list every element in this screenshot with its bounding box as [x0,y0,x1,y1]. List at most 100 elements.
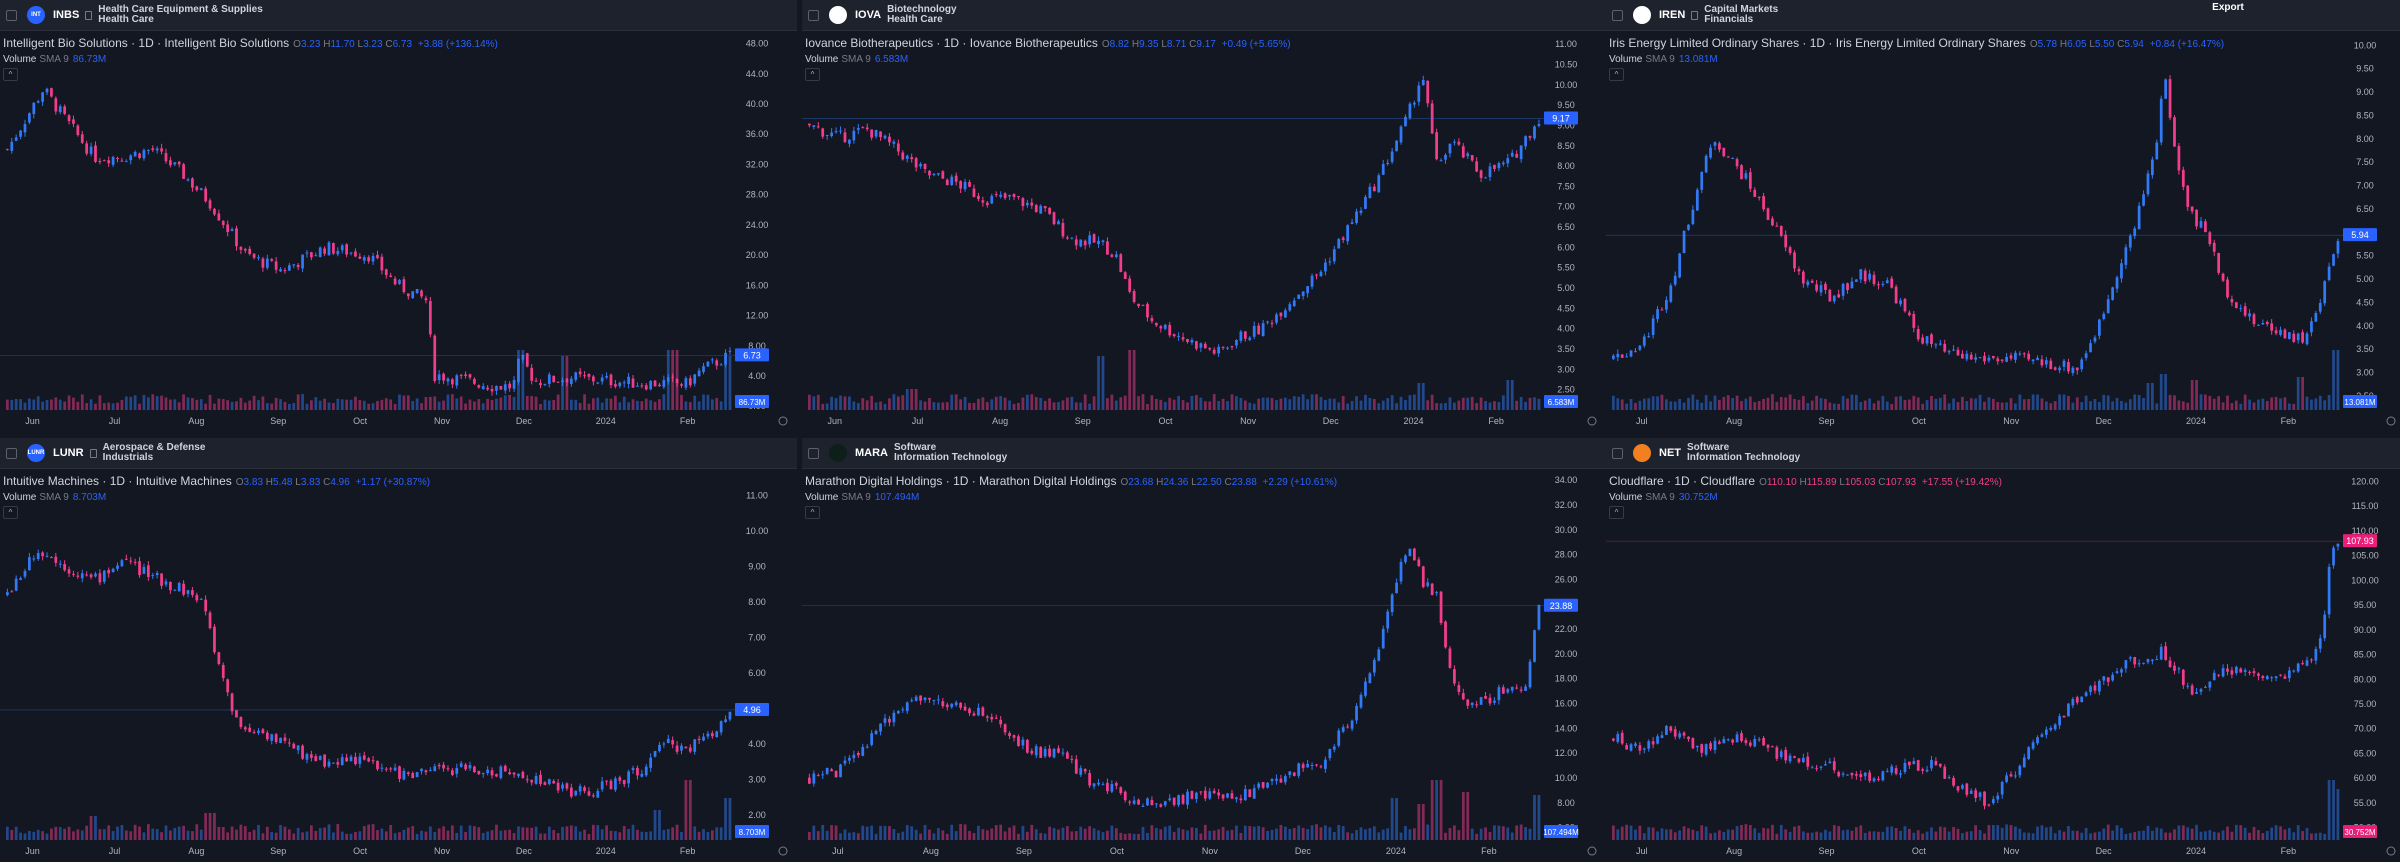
volume-bar [1533,795,1536,840]
ohlc-key: O [1101,39,1110,50]
candle-body [675,378,679,384]
chart-canvas[interactable]: 2.503.003.504.004.505.005.506.006.507.00… [1606,0,2400,432]
select-checkbox[interactable] [6,9,17,21]
axis-settings-icon[interactable] [778,846,788,856]
volume-bar [274,832,278,840]
volume-bar [164,397,168,410]
volume-bar [896,833,900,840]
candle-body [10,141,14,152]
volume-bar [129,831,133,840]
volume-bar [945,402,949,410]
candle-body [2186,185,2190,207]
volume-bar [1788,394,1792,410]
candle-body [72,573,75,575]
chart-canvas[interactable]: 50.0055.0060.0065.0070.0075.0080.0085.00… [1606,438,2400,862]
axis-settings-icon[interactable] [2386,416,2396,426]
candle-body [1039,747,1043,758]
collapse-legend-button[interactable]: ^ [1609,68,1624,81]
volume-bar [1961,396,1964,410]
industry-label: Information Technology [894,452,1008,463]
volume-bar [310,400,313,410]
volume-bar [433,832,437,840]
candle-body [640,773,644,777]
volume-bar [151,828,155,840]
chart-canvas[interactable]: 2.003.004.005.006.007.008.009.0010.0011.… [0,438,797,862]
axis-settings-icon[interactable] [2386,846,2396,856]
volume-bar [530,395,534,410]
candle-body [1154,803,1158,805]
collapse-legend-button[interactable]: ^ [3,506,18,519]
volume-badge [735,395,769,408]
panel-header: IREN Capital Markets Financials [1606,0,2400,31]
candle-body [856,128,860,130]
volume-bar [499,397,503,410]
volume-bar [464,403,467,410]
chart-canvas[interactable]: 6.008.0010.0012.0014.0016.0018.0020.0022… [802,438,1606,862]
ohlc-o-value: 23.68 [1128,477,1154,488]
flag-icon[interactable] [1691,10,1699,20]
axis-settings-icon[interactable] [1587,846,1597,856]
volume-bar [1669,829,1673,840]
volume-bar [314,397,318,410]
select-checkbox[interactable] [808,9,819,21]
volume-bar [1510,380,1514,410]
sector-info: Software Information Technology [894,443,1007,463]
volume-bar [1744,398,1748,410]
candle-body [2301,663,2304,665]
flag-icon[interactable] [85,10,93,20]
select-checkbox[interactable] [1612,447,1623,459]
export-button[interactable]: Export [2196,0,2260,16]
candle-body [583,787,586,792]
volume-bar [208,813,212,840]
volume-bar [98,395,102,410]
select-checkbox[interactable] [6,447,17,459]
volume-bar [1417,804,1421,840]
volume-bar [816,394,820,410]
volume-bar [1279,398,1283,410]
volume-bar [587,403,591,410]
volume-bar [1841,830,1845,840]
sector-label: Software [894,442,937,453]
volume-bar [1021,397,1025,410]
volume-bar [605,825,608,840]
collapse-legend-button[interactable]: ^ [1609,506,1624,519]
industry-label: Industrials [102,452,154,463]
candle-body [968,708,971,714]
candle-body [2243,306,2247,316]
candle-body [587,791,591,796]
select-checkbox[interactable] [808,447,819,459]
candle-body [600,781,604,790]
volume-bar [693,395,697,410]
volume-bar [2252,826,2256,840]
axis-settings-icon[interactable] [778,416,788,426]
candle-body [1341,727,1345,732]
candle-body [1947,351,1951,353]
collapse-legend-button[interactable]: ^ [805,68,820,81]
volume-bar [1177,827,1180,840]
volume-bar [1493,825,1496,840]
candle-body [94,573,97,577]
axis-settings-icon[interactable] [1587,416,1597,426]
candle-body [2257,673,2260,676]
candle-body [1528,136,1532,138]
candle-body [1372,186,1376,192]
candle-body [1337,239,1341,249]
ohlc-key: H [323,39,331,50]
volume-bar [1943,827,1947,840]
candle-body [2226,668,2229,672]
volume-bar [2226,826,2229,840]
volume-bar [2067,826,2070,840]
collapse-legend-button[interactable]: ^ [3,68,18,81]
chart-canvas[interactable]: 2.503.003.504.004.505.005.506.006.507.00… [802,0,1606,432]
candle-body [1181,794,1185,804]
collapse-legend-button[interactable]: ^ [805,506,820,519]
candle-body [1806,281,1810,285]
chart-canvas[interactable]: 0.004.008.0012.0016.0020.0024.0028.0032.… [0,0,797,432]
select-checkbox[interactable] [1612,9,1623,21]
y-tick-label: 40.00 [746,99,769,109]
volume-bar [1457,830,1461,840]
flag-icon[interactable] [89,448,97,458]
volume-bar [1912,832,1916,840]
volume-bar [477,399,481,410]
candle-body [2075,367,2079,371]
